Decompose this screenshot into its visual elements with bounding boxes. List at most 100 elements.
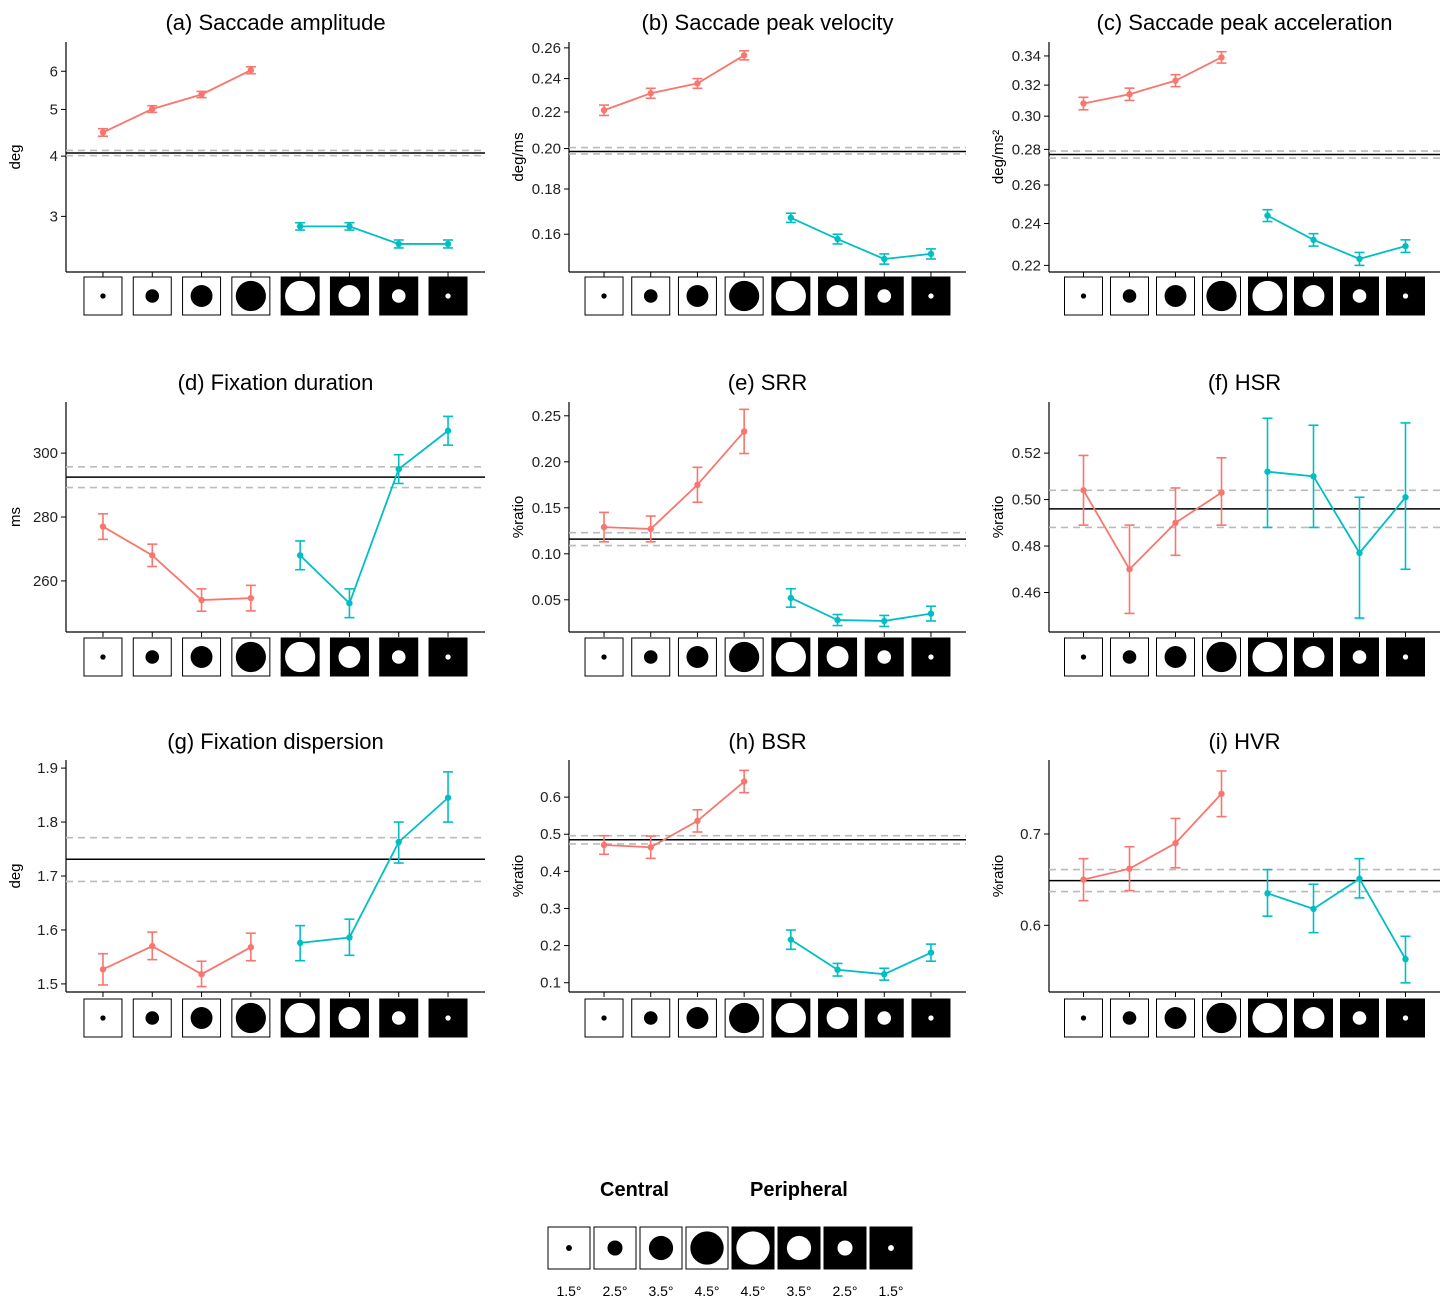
x-tick-stimulus-3 <box>1156 998 1195 1038</box>
panel-4: (d) Fixation duration ms 260 280 300 <box>7 370 485 677</box>
data-point <box>395 240 402 248</box>
series-central <box>599 769 750 860</box>
panel-title: (a) Saccade amplitude <box>165 10 385 35</box>
y-axis-label: %ratio <box>510 855 527 898</box>
stimulus-disc <box>338 646 361 668</box>
data-point <box>600 841 608 849</box>
data-point <box>1172 519 1179 527</box>
stimulus-disc <box>1252 641 1283 673</box>
y-tick-label: 0.50 <box>1012 492 1041 509</box>
series-central <box>97 65 256 137</box>
series-central <box>97 513 256 613</box>
stimulus-disc <box>1252 280 1283 312</box>
data-point <box>296 939 304 947</box>
stimulus-frame <box>182 276 222 316</box>
stimulus-disc <box>786 1235 812 1261</box>
data-point <box>881 255 888 263</box>
x-tick-stimulus-7 <box>379 998 419 1038</box>
legend-stimulus-4 <box>685 1226 729 1270</box>
data-point <box>1356 875 1363 882</box>
data-point <box>787 214 795 221</box>
data-point <box>647 844 654 851</box>
data-point <box>149 105 156 113</box>
data-point <box>1356 255 1363 263</box>
y-tick-label: 0.2 <box>540 938 561 955</box>
series-line <box>603 54 745 112</box>
data-point <box>1402 242 1409 250</box>
series-peripheral <box>1262 417 1411 619</box>
y-tick-label: 0.22 <box>532 104 561 121</box>
legend-degree-label-7: 2.5° <box>832 1283 858 1299</box>
x-tick-stimulus-6 <box>1294 637 1333 677</box>
legend-degree-label-3: 3.5° <box>648 1283 674 1299</box>
stimulus-disc <box>285 1002 316 1034</box>
stimulus-disc <box>1352 1011 1367 1025</box>
x-tick-stimulus-4 <box>231 998 271 1038</box>
stimulus-disc <box>1302 1007 1325 1029</box>
stimulus-disc <box>235 641 266 673</box>
y-tick-label: 1.7 <box>37 868 58 885</box>
panel-title: (d) Fixation duration <box>178 370 374 395</box>
x-tick-stimulus-1 <box>1064 276 1103 316</box>
stimulus-disc <box>601 654 607 660</box>
stimulus-frame <box>677 998 717 1038</box>
y-tick-label: 1.8 <box>37 814 58 831</box>
y-tick-label: 0.16 <box>532 226 561 243</box>
stimulus-disc <box>1302 646 1325 668</box>
stimulus-disc <box>100 293 106 299</box>
series-central <box>599 50 750 117</box>
y-tick-label: 1.6 <box>37 922 58 939</box>
data-point <box>444 427 452 434</box>
stimulus-disc <box>145 289 160 303</box>
stimulus-disc <box>445 1015 451 1021</box>
x-tick-stimulus-3 <box>182 276 222 316</box>
stimulus-disc <box>1080 1015 1087 1021</box>
data-point <box>1310 905 1317 913</box>
data-point <box>395 838 402 846</box>
x-tick-stimulus-5 <box>280 276 320 316</box>
stimulus-disc <box>686 1007 709 1029</box>
legend-degree-label-1: 1.5° <box>556 1283 582 1299</box>
series-peripheral <box>785 587 936 628</box>
panel-title: (c) Saccade peak acceleration <box>1097 10 1393 35</box>
data-point <box>1218 489 1225 496</box>
x-tick-stimulus-7 <box>864 276 904 316</box>
x-tick-stimulus-1 <box>83 276 123 316</box>
x-tick-stimulus-1 <box>584 637 624 677</box>
x-tick-stimulus-8 <box>428 998 468 1038</box>
y-tick-label: 300 <box>33 445 58 462</box>
x-tick-stimulus-5 <box>771 998 811 1038</box>
y-axis-label: deg/ms <box>510 132 527 181</box>
x-tick-stimulus-1 <box>1064 637 1103 677</box>
y-tick-label: 0.05 <box>532 592 561 609</box>
series-line <box>1267 470 1407 555</box>
x-tick-stimulus-6 <box>818 637 858 677</box>
y-tick-label: 1.9 <box>37 760 58 777</box>
x-tick-stimulus-4 <box>724 998 764 1038</box>
legend-stimulus-6 <box>777 1226 821 1270</box>
panel-7: (g) Fixation dispersion deg 1.5 1.6 1.7 1.8 1.… <box>7 729 485 1038</box>
panel-2: (b) Saccade peak velocity deg/ms 0.16 0.18 0… <box>510 10 966 316</box>
panel-6: (f) HSR %ratio 0.46 0.48 0.50 0.52 <box>990 370 1440 677</box>
x-tick-stimulus-6 <box>818 998 858 1038</box>
stimulus-disc <box>285 280 316 312</box>
legend-degree-label-8: 1.5° <box>878 1283 904 1299</box>
data-point <box>99 966 107 973</box>
data-point <box>881 970 888 978</box>
data-point <box>444 794 452 801</box>
stimulus-disc <box>928 293 934 299</box>
data-point <box>198 91 205 98</box>
x-tick-stimulus-2 <box>132 998 172 1038</box>
legend-degree-label-2: 2.5° <box>602 1283 628 1299</box>
legend-degree-label-5: 4.5° <box>740 1283 766 1299</box>
data-point <box>99 129 107 136</box>
y-axis-label: deg/ms² <box>990 130 1007 184</box>
x-tick-stimulus-3 <box>1156 276 1195 316</box>
x-tick-stimulus-7 <box>864 998 904 1038</box>
data-point <box>740 428 748 435</box>
x-tick-stimulus-4 <box>1202 998 1241 1038</box>
x-tick-stimulus-2 <box>1110 276 1149 316</box>
x-tick-stimulus-5 <box>1248 637 1287 677</box>
x-tick-stimulus-7 <box>864 637 904 677</box>
